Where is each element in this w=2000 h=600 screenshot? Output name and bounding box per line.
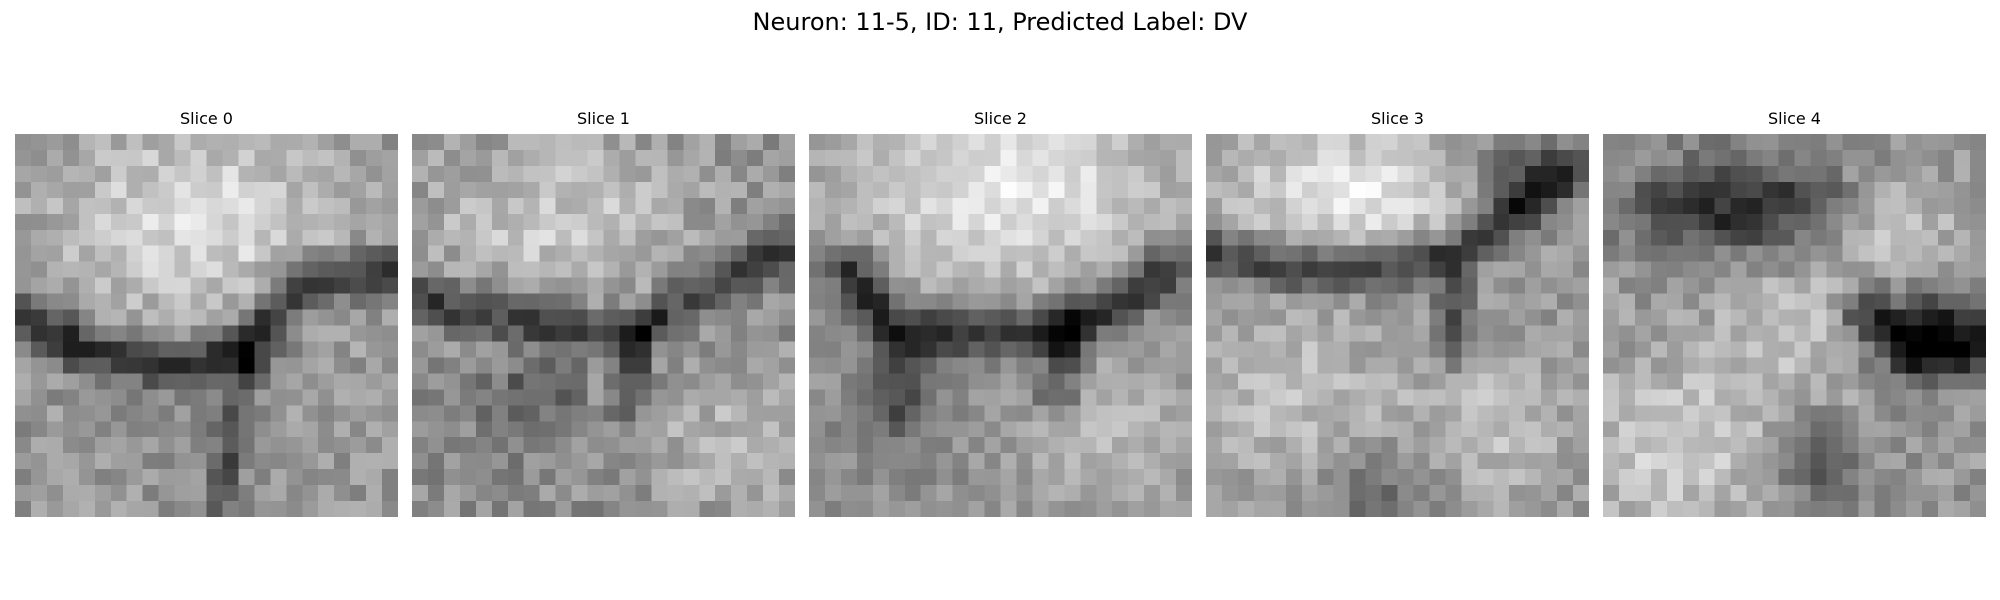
slice-title-1: Slice 1 [577, 109, 630, 128]
slice-title-4: Slice 4 [1768, 109, 1821, 128]
slice-panel-0: Slice 0 [15, 108, 398, 517]
slice-title-3: Slice 3 [1371, 109, 1424, 128]
slice-panel-3: Slice 3 [1206, 108, 1589, 517]
slice-panel-1: Slice 1 [412, 108, 795, 517]
slice-panel-4: Slice 4 [1603, 108, 1986, 517]
slice-image-0 [15, 134, 398, 517]
slice-panel-2: Slice 2 [809, 108, 1192, 517]
slice-image-3 [1206, 134, 1589, 517]
slice-image-2 [809, 134, 1192, 517]
slice-image-4 [1603, 134, 1986, 517]
slice-title-2: Slice 2 [974, 109, 1027, 128]
figure-title: Neuron: 11-5, ID: 11, Predicted Label: D… [752, 8, 1248, 36]
slice-title-0: Slice 0 [180, 109, 233, 128]
slice-image-1 [412, 134, 795, 517]
